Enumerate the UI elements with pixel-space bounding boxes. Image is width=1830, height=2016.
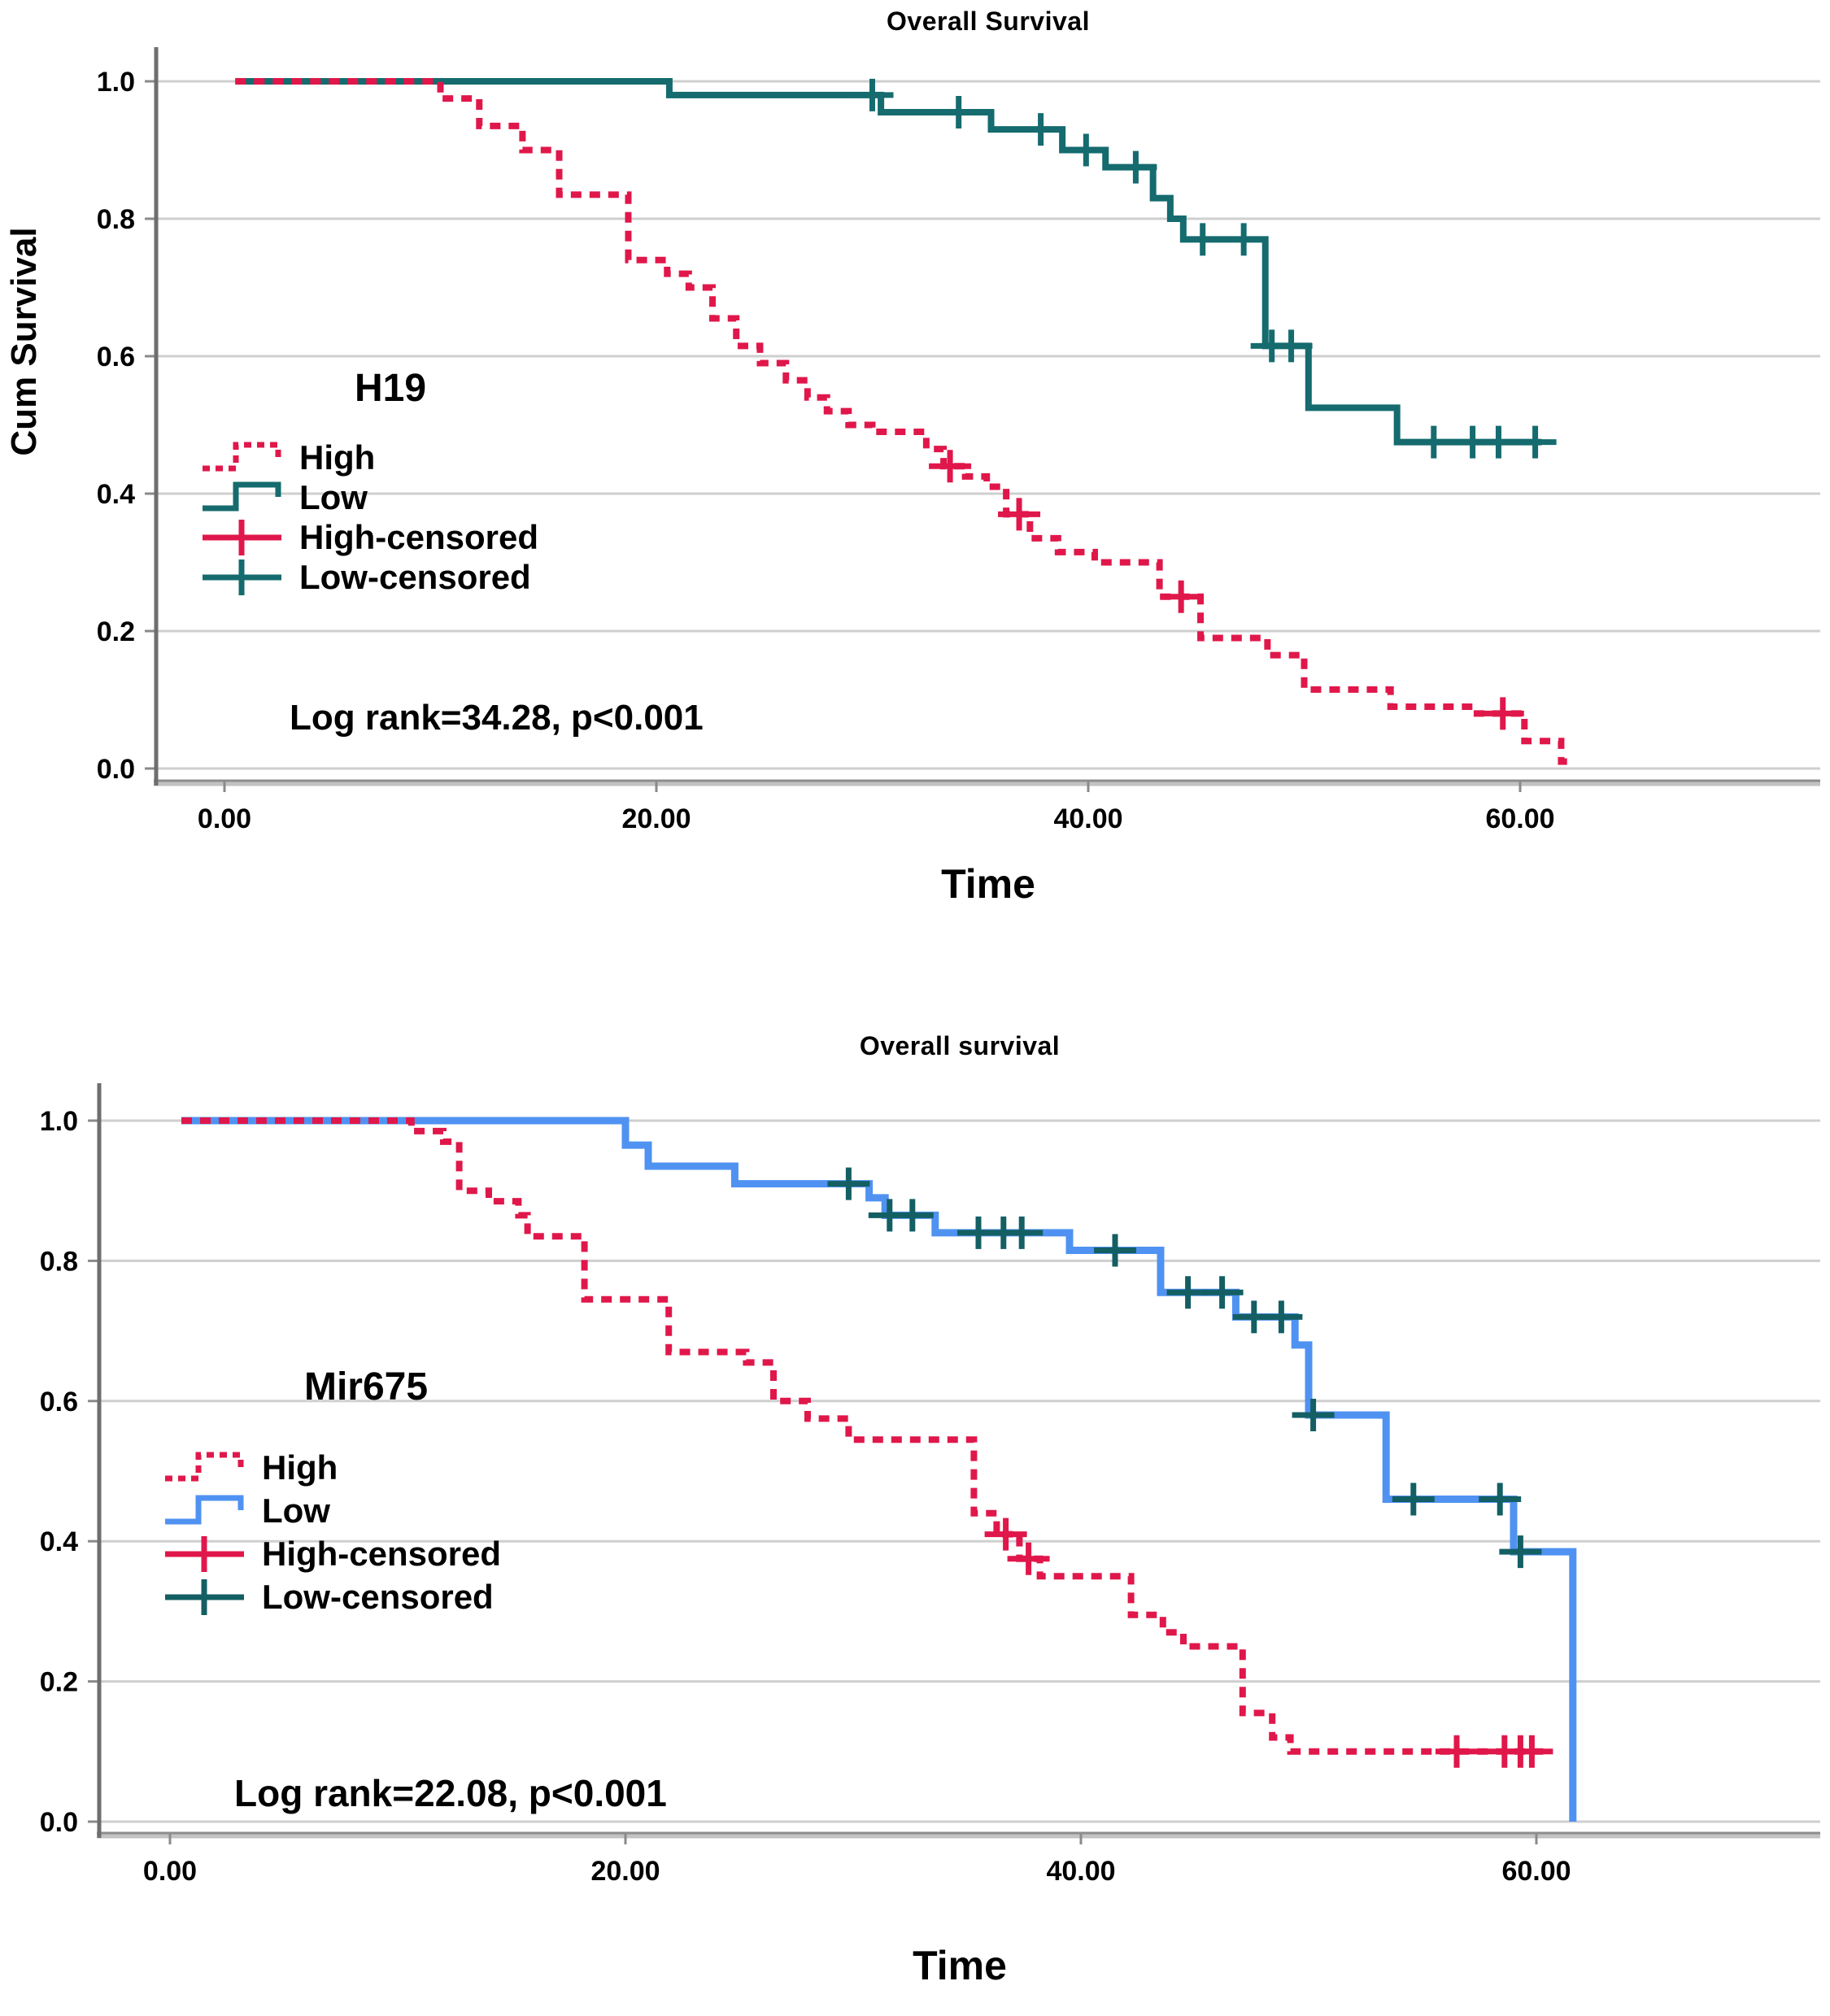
legend-title: Mir675 xyxy=(303,1365,429,1409)
low-step-swatch xyxy=(165,1495,244,1524)
curve-low xyxy=(181,1117,1577,1822)
legend-item-label: Low xyxy=(262,1491,330,1530)
low-step-swatch xyxy=(203,481,281,511)
y-tick-label: 0.2 xyxy=(97,616,135,647)
high-censored-plus-swatch xyxy=(165,1535,244,1572)
legend-item-label: High-censored xyxy=(262,1534,502,1573)
legend-item-label: Low-censored xyxy=(299,557,531,596)
legend-item-label: High-censored xyxy=(299,517,539,556)
y-tick-label: 1.0 xyxy=(97,67,135,98)
y-tick-label: 0.4 xyxy=(97,479,135,510)
low-censored-plus-swatch xyxy=(165,1578,244,1615)
legend-item-low-censored: Low-censored xyxy=(163,1575,501,1618)
curve-low xyxy=(235,78,1542,446)
curve-high xyxy=(181,1117,1544,1755)
x-tick-label: 60.00 xyxy=(1485,803,1554,834)
legend-item-label: High xyxy=(262,1448,338,1487)
low-censored-plus-swatch xyxy=(203,559,281,595)
legend-item-high: High xyxy=(163,1446,501,1489)
y-tick-label: 0.4 xyxy=(40,1526,78,1557)
legend-title: H19 xyxy=(354,367,427,410)
y-tick-label: 0.0 xyxy=(97,754,135,785)
legend-item-low-censored: Low-censored xyxy=(200,557,538,597)
plot-area-mir675: 1.0 0.8 0.6 0.4 0.2 0.0 0.00 20.00 40.00 60.00 xyxy=(40,1083,1820,1887)
curve-high xyxy=(235,78,1572,765)
legend-item-high-censored: High-censored xyxy=(200,517,538,557)
legend: High Low High-censored Low-censored xyxy=(200,438,538,597)
log-rank-annotation: Log rank=22.08, p<0.001 xyxy=(234,1772,667,1814)
legend-item-high: High xyxy=(200,438,538,477)
y-tick-label: 0.6 xyxy=(97,342,135,372)
y-tick-label: 0.8 xyxy=(97,204,135,235)
legend-item-label: Low-censored xyxy=(262,1577,494,1616)
y-tick-label: 0.8 xyxy=(40,1246,78,1277)
plot-area-h19: 1.0 0.8 0.6 0.4 0.2 0.0 0.00 20.00 40.00 60.00 xyxy=(97,47,1820,834)
x-axis-label: Time xyxy=(941,861,1035,907)
legend-item-label: High xyxy=(299,438,376,477)
x-tick-label: 40.00 xyxy=(1053,803,1122,834)
x-tick-label: 60.00 xyxy=(1501,1856,1571,1887)
x-tick-label: 0.00 xyxy=(198,803,251,834)
chart-title: Overall survival xyxy=(859,1031,1061,1060)
y-tick-label: 1.0 xyxy=(40,1106,78,1137)
legend-item-label: Low xyxy=(299,477,368,516)
x-tick-label: 20.00 xyxy=(590,1856,660,1887)
legend: High Low High-censored Low-censored xyxy=(163,1446,501,1618)
x-tick-label: 40.00 xyxy=(1046,1856,1115,1887)
legend-item-low: Low xyxy=(200,477,538,517)
x-tick-label: 20.00 xyxy=(621,803,691,834)
log-rank-annotation: Log rank=34.28, p<0.001 xyxy=(290,698,704,738)
legend-item-low: Low xyxy=(163,1489,501,1532)
high-dashed-step-swatch xyxy=(165,1452,244,1481)
high-dashed-step-swatch xyxy=(203,442,281,471)
x-tick-label: 0.00 xyxy=(143,1856,197,1887)
y-tick-label: 0.2 xyxy=(40,1667,78,1698)
x-axis-label: Time xyxy=(913,1943,1007,1988)
chart-title: Overall Survival xyxy=(887,7,1090,36)
high-censored-plus-swatch xyxy=(203,519,281,555)
legend-item-high-censored: High-censored xyxy=(163,1532,501,1575)
y-tick-label: 0.0 xyxy=(40,1807,78,1838)
y-tick-label: 0.6 xyxy=(40,1387,78,1417)
